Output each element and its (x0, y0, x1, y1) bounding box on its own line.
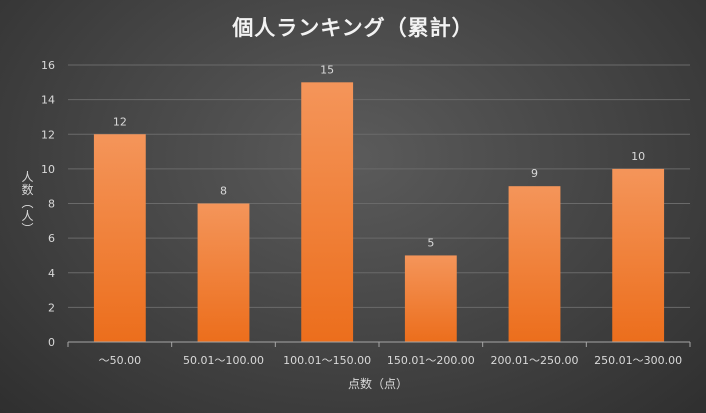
y-tick-label: 16 (41, 59, 55, 72)
bar (197, 203, 250, 342)
chart-title: 個人ランキング（累計） (232, 16, 474, 40)
y-tick-label: 4 (48, 267, 55, 280)
bar-value-label: 8 (220, 185, 227, 198)
x-tick-label: 50.01～100.00 (183, 354, 264, 367)
bar (93, 134, 146, 342)
x-axis-title: 点数（点） (348, 376, 408, 391)
bar (612, 168, 665, 342)
x-tick-label: 150.01～200.00 (387, 354, 475, 367)
y-tick-label: 14 (41, 94, 55, 107)
x-tick-label: 100.01～150.00 (283, 354, 371, 367)
bar (301, 82, 354, 342)
bar (508, 186, 561, 342)
y-axis-title: 人数（人） (20, 170, 34, 235)
bar (404, 255, 457, 342)
labels: 0 2 4 6 8 10 12 14 16 12 ～50.00 8 50.01～100.00 15 100.… (41, 59, 682, 367)
bar-value-label: 5 (427, 236, 434, 249)
bar-value-label: 9 (531, 167, 538, 180)
y-tick-label: 12 (41, 128, 55, 141)
y-tick-label: 2 (48, 301, 55, 314)
gridlines (68, 64, 690, 308)
bar-value-label: 12 (113, 115, 127, 128)
bars (93, 82, 665, 342)
y-tick-label: 6 (48, 232, 55, 245)
bar-value-label: 15 (320, 63, 334, 76)
y-tick-label: 8 (48, 198, 55, 211)
x-tick-label: 200.01～250.00 (491, 354, 579, 367)
y-tick-label: 10 (41, 163, 55, 176)
x-tick-label: ～50.00 (99, 354, 142, 367)
axes (67, 341, 691, 347)
bar-value-label: 10 (631, 150, 645, 163)
y-tick-label: 0 (48, 336, 55, 349)
x-tick-label: 250.01～300.00 (594, 354, 682, 367)
